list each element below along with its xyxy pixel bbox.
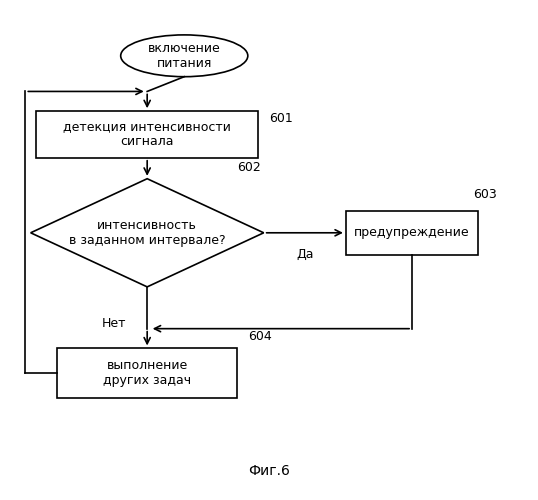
Text: 602: 602 [237, 161, 261, 174]
Bar [57, 348, 237, 398]
Text: предупреждение: предупреждение [354, 226, 470, 239]
Bar [346, 210, 478, 255]
Text: Нет: Нет [102, 318, 126, 330]
Text: Фиг.6: Фиг.6 [248, 464, 290, 478]
Text: 604: 604 [248, 330, 272, 344]
Bar [36, 111, 258, 158]
Text: Да: Да [296, 248, 314, 260]
Text: 603: 603 [473, 188, 497, 201]
Text: детекция интенсивности
сигнала: детекция интенсивности сигнала [63, 120, 231, 148]
Text: выполнение
других задач: выполнение других задач [103, 359, 191, 387]
Text: включение
питания: включение питания [148, 42, 221, 70]
Text: интенсивность
в заданном интервале?: интенсивность в заданном интервале? [69, 219, 225, 247]
Text: 601: 601 [269, 112, 293, 124]
